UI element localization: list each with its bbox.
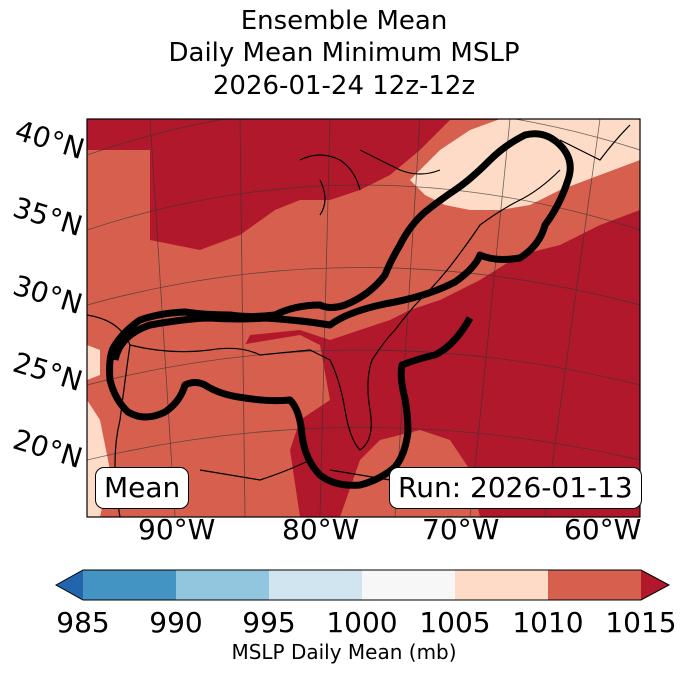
graticule xyxy=(87,119,640,517)
title-line-2: Daily Mean Minimum MSLP xyxy=(168,38,520,68)
title-line-1: Ensemble Mean xyxy=(240,6,448,36)
colorbar-segment xyxy=(362,570,455,600)
cbar-tick-1005: 1005 xyxy=(419,606,491,639)
lon-label-80: 80°W xyxy=(282,513,360,546)
title-line-3: 2026-01-24 12z-12z xyxy=(212,71,476,101)
field-1005-1010-gulf xyxy=(240,335,330,517)
lon-label-70: 70°W xyxy=(422,513,500,546)
field-1000-1005-northeast xyxy=(410,119,640,210)
colorbar-segment xyxy=(548,570,641,600)
colorbar-segment xyxy=(83,570,176,600)
cbar-tick-1015: 1015 xyxy=(605,606,677,639)
field-1000-1005-small xyxy=(87,345,100,380)
cbar-tick-1010: 1010 xyxy=(512,606,584,639)
field-1005-1010-west xyxy=(87,119,640,517)
cbar-tick-985: 985 xyxy=(56,606,110,639)
mean-box: Mean xyxy=(95,467,190,509)
colorbar-segment xyxy=(455,570,548,600)
colorbar-extend-low xyxy=(56,570,83,600)
lon-label-90: 90°W xyxy=(138,513,216,546)
run-box: Run: 2026-01-13 xyxy=(389,467,642,509)
cbar-tick-995: 995 xyxy=(242,606,296,639)
colorbar-segment xyxy=(269,570,362,600)
map-frame xyxy=(86,118,641,518)
colorbar-segment xyxy=(176,570,269,600)
colorbar-label: MSLP Daily Mean (mb) xyxy=(231,640,457,664)
cbar-tick-990: 990 xyxy=(149,606,203,639)
bold-contour xyxy=(106,130,574,489)
colorbar-outline xyxy=(54,569,671,601)
colorbar-extend-high xyxy=(641,570,669,600)
lon-label-60: 60°W xyxy=(564,513,642,546)
cbar-tick-1000: 1000 xyxy=(326,606,398,639)
